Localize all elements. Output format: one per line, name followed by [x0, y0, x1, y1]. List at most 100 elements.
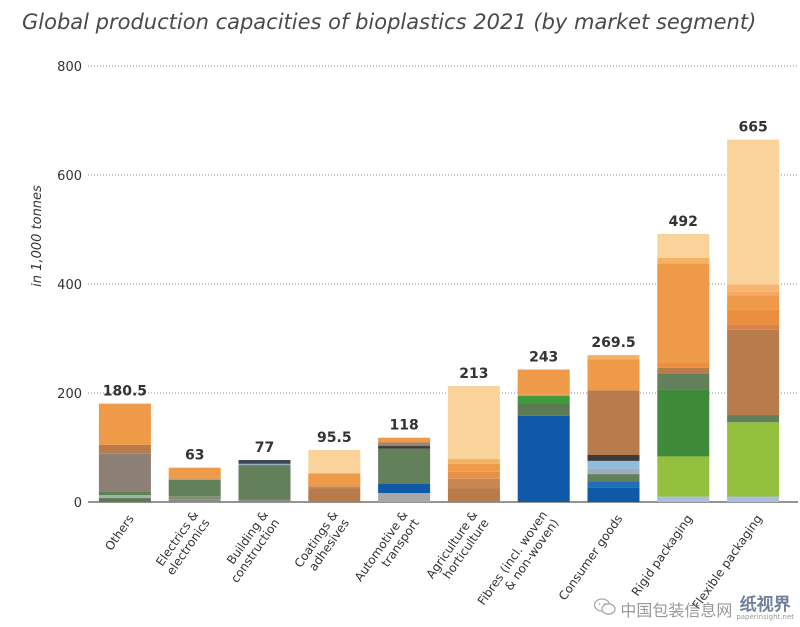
bar-segment	[587, 474, 640, 482]
x-category-label: Automotive &transport	[352, 508, 422, 592]
x-category-label: Building &construction	[217, 508, 283, 585]
y-axis-label: in 1,000 tonnes	[30, 185, 45, 287]
bar-segment	[378, 442, 431, 445]
bar-segment	[447, 385, 500, 460]
bar-segment	[587, 481, 640, 488]
bar-segment	[98, 444, 151, 454]
bar-segment	[447, 459, 500, 464]
bar-segment	[727, 309, 780, 325]
bar-segment	[447, 463, 500, 472]
x-category-label: Others	[102, 512, 137, 553]
bar-segment	[447, 471, 500, 479]
x-category-label: Coatings &adhesives	[292, 508, 352, 578]
bar-segment	[168, 496, 221, 500]
bar-segment	[308, 488, 361, 502]
bar-segment	[587, 385, 640, 391]
bar-segment	[657, 257, 710, 264]
watermark-sub: paperinsight.net	[736, 613, 794, 621]
bar-segment	[168, 479, 221, 497]
bar-segment	[308, 473, 361, 487]
bar-segment	[657, 456, 710, 497]
x-category-label-line: Rigid packaging	[629, 512, 695, 599]
bar-segment	[168, 477, 221, 480]
bar-segment	[238, 499, 291, 502]
bar-segment	[168, 499, 221, 502]
bar-segment	[727, 422, 780, 497]
y-tick-label: 0	[74, 496, 82, 511]
bar-total-label: 269.5	[591, 335, 635, 351]
bar-segment	[657, 233, 710, 258]
bar-segment	[587, 355, 640, 360]
bar-segment	[378, 437, 431, 443]
bar-segment	[657, 496, 710, 502]
bar-segment	[587, 460, 640, 469]
bar-segment	[517, 415, 570, 502]
y-tick-label: 400	[57, 278, 82, 293]
watermark-logo: 纸视界	[739, 595, 791, 615]
bar-segment	[657, 367, 710, 374]
bar-segment	[657, 389, 710, 457]
bar-segment	[727, 295, 780, 310]
bar-segment	[657, 362, 710, 368]
bar-segment	[657, 263, 710, 363]
bar-total-label: 665	[738, 120, 767, 136]
bar-segment	[517, 403, 570, 416]
bar-segment	[308, 486, 361, 489]
y-tick-label: 800	[57, 60, 82, 75]
bar-total-label: 492	[669, 214, 698, 230]
y-tick-label: 600	[57, 169, 82, 184]
watermark-logo-block: 纸视界 paperinsight.net	[736, 597, 794, 621]
bar-segment	[727, 284, 780, 292]
bar-segment	[517, 396, 570, 404]
bar-segment	[98, 403, 151, 445]
bar-segment	[168, 467, 221, 478]
bar-segment	[587, 359, 640, 386]
bar-total-label: 95.5	[317, 430, 352, 446]
bar-segment	[98, 495, 151, 499]
bar-total-label: 118	[389, 418, 418, 434]
bar-segment	[238, 465, 291, 500]
bar-segment	[378, 444, 431, 447]
bar-segment	[378, 483, 431, 493]
bar-segment	[587, 454, 640, 461]
wechat-icon	[594, 598, 616, 620]
x-category-label: Rigid packaging	[629, 512, 695, 599]
bar-segment	[238, 460, 291, 464]
chart-title: Global production capacities of bioplast…	[22, 10, 757, 34]
bar-segment	[727, 139, 780, 285]
x-category-label: Consumer goods	[556, 512, 626, 603]
bar-segment	[657, 373, 710, 390]
bar-segment	[517, 369, 570, 395]
bar-segment	[378, 492, 431, 502]
bars-layer	[98, 139, 780, 502]
bar-segment	[727, 496, 780, 502]
bar-segment	[727, 329, 780, 416]
bar-segment	[727, 324, 780, 330]
x-category-label: Electrics &electronics	[152, 508, 212, 577]
bar-segment	[378, 448, 431, 484]
watermark-text: 中国包装信息网	[620, 601, 733, 620]
bar-total-label: 77	[255, 440, 274, 456]
bar-total-label: 243	[529, 350, 558, 366]
bar-segment	[98, 498, 151, 502]
bar-total-label: 180.5	[103, 384, 147, 400]
bar-segment	[98, 453, 151, 492]
bar-segment	[587, 390, 640, 455]
bar-segment	[587, 468, 640, 475]
bar-segment	[308, 449, 361, 474]
bar-segment	[727, 291, 780, 296]
bar-total-label: 213	[459, 366, 488, 382]
bar-segment	[587, 487, 640, 502]
bar-segment	[727, 415, 780, 423]
watermark: 中国包装信息网 纸视界 paperinsight.net	[594, 597, 794, 621]
x-category-label-line: Others	[102, 512, 137, 553]
bar-segment	[447, 478, 500, 489]
bar-total-label: 63	[185, 448, 204, 464]
bar-segment	[447, 488, 500, 502]
x-category-label: Agriculture &horticulture	[424, 508, 492, 589]
bar-segment	[98, 491, 151, 496]
bar-segment	[238, 463, 291, 466]
x-category-label-line: Consumer goods	[556, 512, 626, 603]
bar-segment	[378, 446, 431, 449]
